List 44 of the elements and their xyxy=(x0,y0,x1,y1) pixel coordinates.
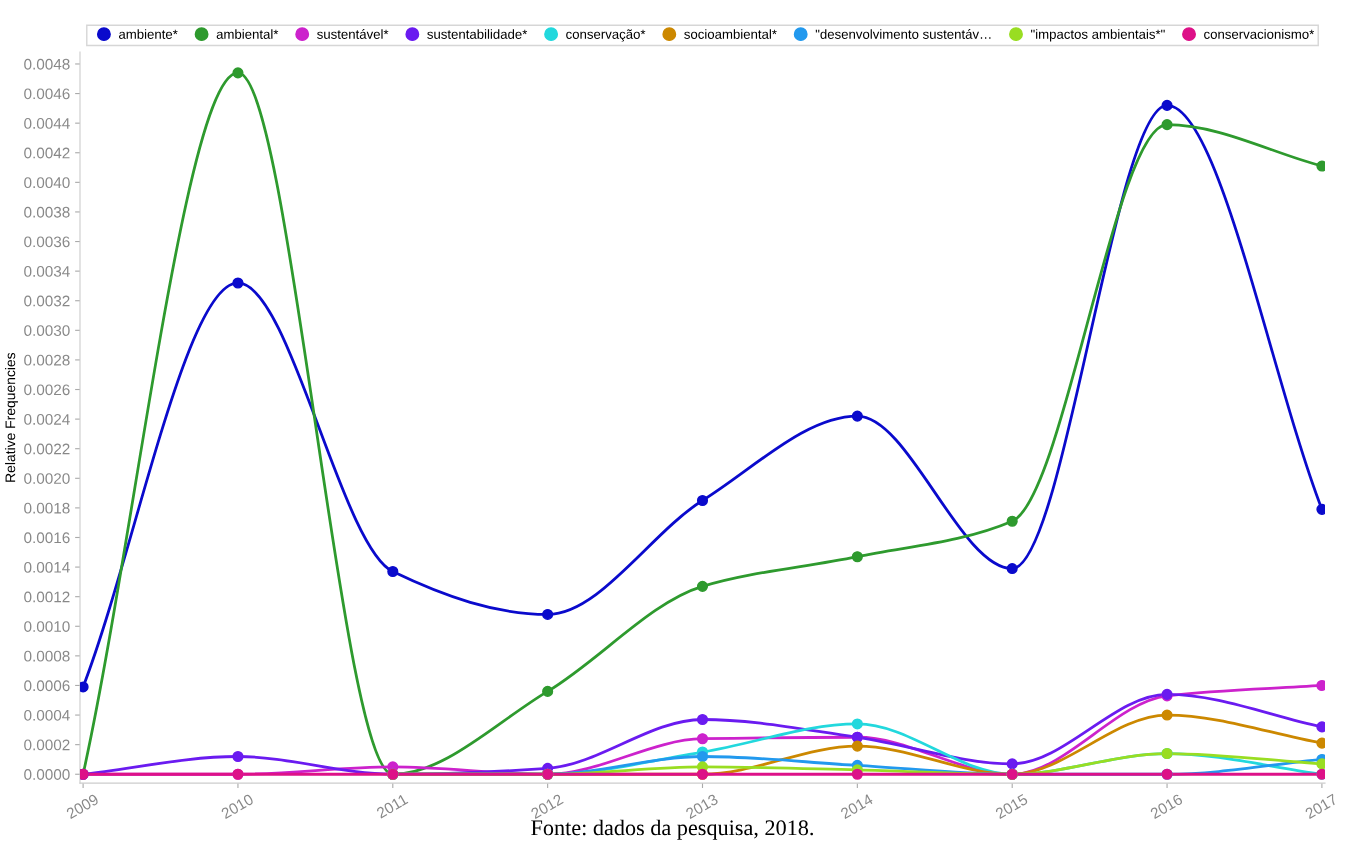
y-tick-label: 0.0008 xyxy=(24,650,70,662)
x-tick-label: 2016 xyxy=(1149,793,1184,820)
y-tick-label: 0.0034 xyxy=(24,266,70,277)
legend-label: sustentável* xyxy=(317,29,389,39)
y-tick-label: 0.0026 xyxy=(24,384,70,396)
y-tick-label: 0.0036 xyxy=(24,236,70,248)
legend-label: ambiente* xyxy=(119,29,178,39)
legend-label: "desenvolvimento sustentáv… xyxy=(815,29,991,39)
y-tick-label: 0.0042 xyxy=(24,147,70,159)
legend-label: socioambiental* xyxy=(684,29,777,39)
y-tick-label: 0.0046 xyxy=(24,88,70,100)
legend-label: conservacionismo* xyxy=(1204,29,1315,39)
y-tick-label: 0.0018 xyxy=(24,502,70,514)
legend-label: sustentabilidade* xyxy=(427,29,528,39)
x-tick-label: 2017 xyxy=(1304,793,1339,820)
legend-label: "impactos ambientais*" xyxy=(1031,29,1165,42)
y-tick-label: 0.0024 xyxy=(24,413,70,425)
x-tick-label: 2010 xyxy=(220,793,255,820)
y-tick-label: 0.0010 xyxy=(24,621,70,632)
y-tick-label: 0.0000 xyxy=(24,769,70,780)
y-tick-label: 0.0038 xyxy=(24,206,70,218)
y-tick-label: 0.0004 xyxy=(24,709,70,721)
y-tick-label: 0.0020 xyxy=(24,473,70,484)
y-tick-label: 0.0012 xyxy=(24,591,70,603)
y-tick-label: 0.0048 xyxy=(24,58,70,70)
legend-label: conservação* xyxy=(566,29,646,42)
x-tick-label: 2011 xyxy=(375,793,409,819)
x-tick-label: 2014 xyxy=(839,793,874,820)
x-tick-label: 2013 xyxy=(685,793,719,820)
y-tick-label: 0.0022 xyxy=(24,443,70,455)
y-tick-label: 0.0030 xyxy=(24,325,70,337)
y-tick-label: 0.0040 xyxy=(24,177,70,189)
y-tick-label: 0.0032 xyxy=(24,295,70,307)
y-tick-label: 0.0002 xyxy=(24,739,70,751)
y-tick-label: 0.0028 xyxy=(24,354,70,366)
source-note: Fonte: dados da pesquisa, 2018. xyxy=(531,819,813,840)
legend-label: ambiental* xyxy=(216,29,279,39)
x-tick-label: 2009 xyxy=(65,793,100,820)
y-tick-label: 0.0044 xyxy=(24,118,70,129)
y-axis-title: Relative Frequencies xyxy=(5,352,18,482)
y-tick-label: 0.0014 xyxy=(24,561,70,573)
x-tick-label: 2015 xyxy=(994,793,1029,820)
y-tick-label: 0.0006 xyxy=(24,680,70,692)
y-tick-label: 0.0016 xyxy=(24,532,70,544)
